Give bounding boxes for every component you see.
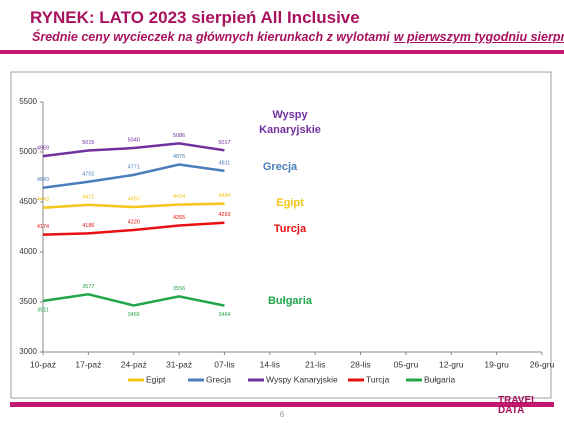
x-tick-label: 14-lis: [260, 359, 280, 369]
x-tick-label: 07-lis: [214, 359, 234, 369]
subtitle-underlined: w pierwszym tygodniu sierpnia: [393, 30, 564, 44]
data-label: 4702: [82, 171, 94, 177]
slide-subtitle: Średnie ceny wycieczek na głównych kieru…: [32, 30, 564, 44]
x-tick-label: 17-paź: [75, 359, 101, 369]
data-label: 4471: [82, 194, 94, 200]
data-label: 4643: [37, 177, 49, 183]
footer-bar: [10, 402, 554, 407]
data-label: 3577: [82, 284, 94, 290]
legend-label: Turcja: [366, 374, 390, 384]
series-label: Bułgaria: [267, 295, 312, 307]
data-label: 5040: [128, 137, 140, 143]
data-label: 4443: [37, 197, 49, 203]
data-label: 4450: [128, 196, 140, 202]
x-tick-label: 26-gru: [530, 359, 555, 369]
data-label: 4186: [82, 223, 94, 229]
data-label: 4875: [173, 154, 185, 160]
series-line: [42, 293, 225, 307]
x-tick-label: 21-lis: [305, 359, 325, 369]
legend-label: Wyspy Kanaryjskie: [266, 374, 338, 384]
y-tick-label: 3000: [19, 347, 37, 356]
data-label: 3465: [128, 312, 140, 318]
data-label: 4220: [128, 219, 140, 225]
x-tick-label: 31-paź: [166, 359, 192, 369]
x-tick-label: 12-gru: [439, 359, 464, 369]
y-tick-label: 4500: [19, 197, 37, 206]
data-label: 5015: [82, 140, 94, 146]
series-label: Grecja: [262, 161, 298, 173]
data-label: 4811: [219, 160, 231, 166]
y-tick-label: 4000: [19, 247, 37, 256]
data-label: 4771: [128, 164, 140, 170]
legend-label: Grecja: [206, 374, 231, 384]
y-tick-label: 5000: [19, 147, 37, 156]
x-tick-label: 24-paź: [121, 359, 147, 369]
series-line: [42, 142, 225, 158]
logo-line: DATA: [498, 405, 525, 416]
data-label: 4293: [218, 212, 230, 218]
data-label: 3511: [37, 307, 49, 313]
series-line: [42, 163, 225, 189]
y-tick-label: 3500: [19, 297, 37, 306]
data-label: 3556: [173, 286, 185, 292]
x-tick-label: 28-lis: [350, 359, 370, 369]
logo: TRAVEL DATA: [498, 396, 537, 416]
x-tick-label: 10-paź: [30, 359, 56, 369]
y-tick-label: 5500: [19, 97, 37, 106]
header-bar: [0, 50, 564, 54]
series-label: Egipt: [276, 197, 304, 209]
data-label: 5017: [218, 140, 230, 146]
subtitle-text: Średnie ceny wycieczek na głównych kieru…: [32, 30, 390, 44]
page-number: 6: [279, 410, 285, 419]
slide-title: RYNEK: LATO 2023 sierpień All Inclusive: [30, 8, 360, 27]
data-label: 4265: [173, 215, 185, 221]
series-label: Turcja: [273, 223, 307, 235]
series-label: Wyspy Kanaryjskie: [259, 109, 321, 136]
data-label: 3464: [218, 312, 230, 318]
data-label: 4174: [37, 224, 49, 230]
series-line: [42, 221, 225, 236]
data-label: 4484: [218, 193, 230, 199]
legend-label: Egipt: [146, 374, 166, 384]
legend-label: Bułgaria: [424, 374, 455, 384]
data-label: 4474: [173, 194, 185, 200]
series-line: [42, 202, 225, 209]
data-label: 5086: [173, 133, 185, 139]
logo-line: TRAVEL: [498, 395, 538, 406]
data-label: 4959: [37, 146, 49, 152]
x-tick-label: 19-gru: [484, 359, 509, 369]
x-tick-label: 05-gru: [394, 359, 419, 369]
chart-frame: [10, 71, 552, 399]
